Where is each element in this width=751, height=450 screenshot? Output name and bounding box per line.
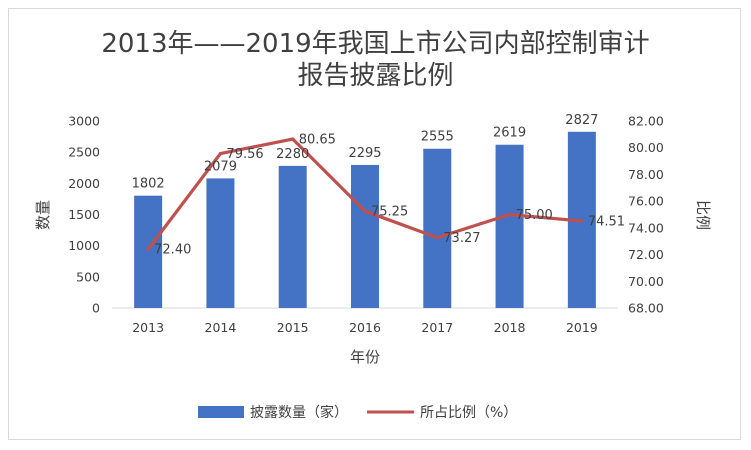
x-tick-label: 2019	[566, 320, 598, 335]
bar-2018	[495, 144, 524, 308]
bar-label-2016: 2295	[348, 146, 381, 161]
x-tick-label: 2016	[349, 320, 381, 335]
line-point-2016	[363, 209, 367, 213]
legend-swatch-bars	[198, 406, 244, 418]
line-point-2019	[580, 219, 584, 223]
line-data-labels: 72.40 79.56 80.65 75.25 73.27 75.00 74.51	[154, 133, 625, 258]
bar-label-2018: 2619	[493, 126, 526, 141]
x-tick-label: 2018	[494, 320, 526, 335]
right-tick-label: 76.00	[628, 194, 664, 209]
left-tick-label: 2500	[68, 145, 100, 160]
line-label-2017: 73.27	[443, 231, 480, 246]
right-tick-label: 80.00	[628, 140, 664, 155]
chart-title-line-1: 2013年——2019年我国上市公司内部控制审计	[101, 29, 650, 59]
bar-data-labels: 1802 2079 2280 2295 2555 2619 2827	[132, 113, 599, 192]
legend: 披露数量（家） 所占比例（%）	[198, 404, 517, 421]
left-tick-label: 500	[76, 269, 100, 284]
right-axis-ticks: 68.00 70.00 72.00 74.00 76.00 78.00 80.00 82.00	[628, 114, 664, 316]
line-label-2015: 80.65	[299, 133, 336, 148]
bar-label-2015: 2280	[276, 147, 309, 162]
x-tick-label: 2017	[421, 320, 453, 335]
bar-label-2014: 2079	[204, 159, 237, 174]
line-label-2019: 74.51	[588, 215, 625, 230]
right-tick-label: 82.00	[628, 114, 664, 129]
bar-2014	[206, 178, 235, 308]
left-tick-label: 0	[92, 301, 100, 316]
right-tick-label: 78.00	[628, 167, 664, 182]
left-tick-label: 1000	[68, 238, 100, 253]
bar-2017	[423, 148, 452, 308]
line-point-2014	[218, 151, 223, 156]
right-tick-label: 72.00	[628, 247, 664, 262]
legend-label-bars: 披露数量（家）	[250, 404, 348, 421]
bar-label-2019: 2827	[565, 113, 598, 128]
x-axis-title: 年份	[350, 348, 380, 366]
line-point-2018	[507, 212, 512, 217]
left-axis-ticks: 0 500 1000 1500 2000 2500 3000	[68, 114, 100, 316]
left-tick-label: 2000	[68, 176, 100, 191]
bar-label-2013: 1802	[132, 177, 165, 192]
line-label-2014: 79.56	[226, 147, 263, 162]
left-tick-label: 1500	[68, 207, 100, 222]
left-axis-title: 数量	[34, 200, 52, 230]
bar-2013	[134, 195, 163, 308]
x-tick-label: 2013	[132, 320, 164, 335]
line-point-2015	[291, 137, 295, 141]
right-tick-label: 70.00	[628, 274, 664, 289]
x-tick-label: 2015	[277, 320, 309, 335]
x-axis-ticks: 2013 2014 2015 2016 2017 2018 2019	[132, 320, 598, 335]
line-series	[146, 137, 584, 251]
right-tick-label: 68.00	[628, 301, 664, 316]
left-tick-label: 3000	[68, 114, 100, 129]
legend-label-line: 所占比例（%）	[420, 405, 517, 421]
bar-series	[134, 131, 596, 308]
right-tick-label: 74.00	[628, 220, 664, 235]
bar-2015	[278, 165, 307, 308]
bar-label-2017: 2555	[421, 130, 454, 145]
line-label-2016: 75.25	[371, 205, 408, 220]
line-point-2013	[146, 247, 150, 251]
line-label-2013: 72.40	[154, 243, 191, 258]
bar-2016	[351, 164, 379, 308]
chart-title-line-2: 报告披露比例	[297, 61, 454, 91]
right-axis-title: 比例	[694, 200, 712, 230]
line-point-2017	[435, 236, 439, 240]
x-tick-label: 2014	[205, 320, 237, 335]
line-label-2018: 75.00	[516, 208, 553, 223]
